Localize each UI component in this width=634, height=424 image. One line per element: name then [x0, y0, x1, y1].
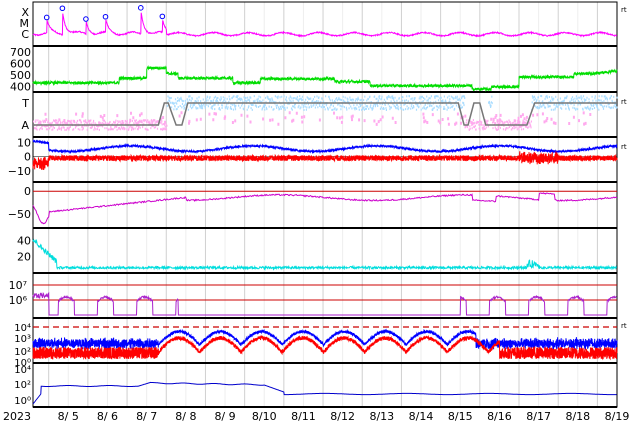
y-tick-label: 400 — [10, 80, 31, 93]
x-tick-label: 8/ 5 — [58, 410, 79, 423]
panel-frame — [32, 1, 618, 47]
x-tick-label: 8/19 — [605, 410, 630, 423]
y-tick-label: 10⁷ — [9, 279, 27, 292]
y-tick-label: C — [21, 28, 29, 41]
flare-marker — [43, 14, 50, 21]
y-tick-label: 10³ — [14, 334, 31, 345]
y-tick-label: 40 — [17, 234, 31, 247]
y-tick-label: 0 — [24, 185, 31, 198]
flare-marker — [137, 5, 144, 11]
kp-line — [32, 238, 618, 271]
bz-line — [32, 151, 618, 171]
y-tick-label: −50 — [8, 208, 31, 221]
panel-electron — [32, 272, 618, 319]
flare-marker — [102, 13, 109, 20]
dst-line — [32, 192, 618, 225]
right-label: rt — [621, 98, 627, 106]
flare-marker — [159, 13, 166, 20]
y-tick-label: 10⁶ — [9, 294, 28, 307]
panel-frame — [32, 272, 618, 319]
xray-flux-line — [32, 12, 618, 38]
flare-marker — [59, 5, 66, 12]
y-tick-label: A — [21, 119, 29, 132]
x-tick-label: 8/ 7 — [136, 410, 157, 423]
away-sector-points — [33, 111, 592, 131]
electron-flux-line — [32, 291, 617, 316]
right-label: rt — [621, 6, 627, 14]
y-tick-label: 10⁰ — [14, 358, 31, 369]
y-tick-label: 10⁴ — [14, 365, 31, 376]
x-tick-label: 8/18 — [565, 410, 590, 423]
x-tick-label: 8/ 6 — [97, 410, 118, 423]
right-label: rt — [621, 143, 627, 151]
bt-line — [32, 139, 618, 155]
x-tick-label: 8/10 — [252, 410, 277, 423]
flare-marker — [83, 16, 89, 22]
y-tick-label: 20 — [17, 251, 31, 264]
panel-frame — [32, 362, 618, 408]
x-tick-label: 8/ 9 — [214, 410, 235, 423]
right-label: rt — [621, 322, 627, 330]
neutron-line — [32, 381, 617, 405]
panel-solar_wind — [32, 45, 618, 93]
panel-dst — [32, 181, 618, 229]
y-tick-label: 10⁴ — [14, 323, 31, 334]
y-tick-label: 10 — [17, 137, 31, 150]
panel-frame — [32, 45, 618, 93]
panel-xray — [32, 1, 618, 47]
y-tick-label: 700 — [10, 46, 31, 59]
x-start-label: 2023 — [3, 410, 31, 423]
y-tick-label: 10⁰ — [14, 396, 31, 407]
x-tick-label: 8/16 — [487, 410, 512, 423]
y-tick-label: X — [21, 6, 29, 19]
panel-mag_sector — [32, 91, 618, 138]
x-tick-label: 8/17 — [526, 410, 551, 423]
sector-line — [33, 102, 617, 126]
panel-frame — [32, 181, 618, 229]
y-tick-label: 500 — [10, 69, 31, 82]
y-tick-label: 0 — [24, 151, 31, 164]
solar-wind-line — [32, 65, 618, 92]
x-tick-label: 8/11 — [291, 410, 316, 423]
x-tick-label: 8/15 — [448, 410, 473, 423]
panel-frame — [32, 91, 618, 138]
x-tick-label: 8/ 8 — [175, 410, 196, 423]
proton-low-line — [32, 334, 618, 361]
x-tick-label: 8/14 — [409, 410, 434, 423]
y-tick-label: 10² — [14, 380, 31, 391]
x-tick-label: 8/13 — [369, 410, 394, 423]
y-tick-label: 600 — [10, 57, 31, 70]
x-tick-label: 8/12 — [330, 410, 355, 423]
y-tick-label: 10² — [14, 347, 31, 358]
panel-neutron — [32, 362, 618, 408]
y-tick-label: M — [20, 17, 30, 30]
proton-high-line — [32, 328, 618, 350]
y-tick-label: −10 — [8, 165, 31, 178]
y-tick-label: T — [21, 97, 29, 110]
